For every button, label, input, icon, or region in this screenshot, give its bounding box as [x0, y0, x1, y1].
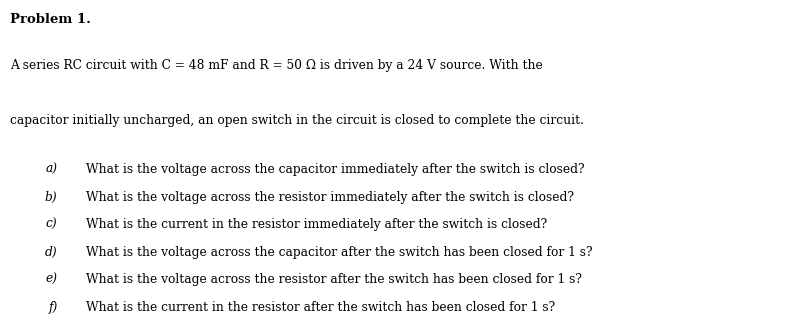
Text: d): d) [45, 246, 58, 259]
Text: b): b) [45, 191, 58, 204]
Text: A series RC circuit with C = 48 mF and R = 50 Ω is driven by a 24 V source. With: A series RC circuit with C = 48 mF and R… [10, 59, 543, 72]
Text: f): f) [48, 301, 58, 314]
Text: a): a) [46, 163, 58, 176]
Text: Problem 1.: Problem 1. [10, 13, 91, 27]
Text: c): c) [46, 218, 58, 231]
Text: What is the voltage across the capacitor after the switch has been closed for 1 : What is the voltage across the capacitor… [86, 246, 593, 259]
Text: What is the voltage across the resistor immediately after the switch is closed?: What is the voltage across the resistor … [86, 191, 574, 204]
Text: What is the voltage across the capacitor immediately after the switch is closed?: What is the voltage across the capacitor… [86, 163, 585, 176]
Text: What is the current in the resistor after the switch has been closed for 1 s?: What is the current in the resistor afte… [86, 301, 555, 314]
Text: capacitor initially uncharged, an open switch in the circuit is closed to comple: capacitor initially uncharged, an open s… [10, 114, 584, 127]
Text: What is the voltage across the resistor after the switch has been closed for 1 s: What is the voltage across the resistor … [86, 273, 582, 286]
Text: What is the current in the resistor immediately after the switch is closed?: What is the current in the resistor imme… [86, 218, 547, 231]
Text: e): e) [46, 273, 58, 286]
